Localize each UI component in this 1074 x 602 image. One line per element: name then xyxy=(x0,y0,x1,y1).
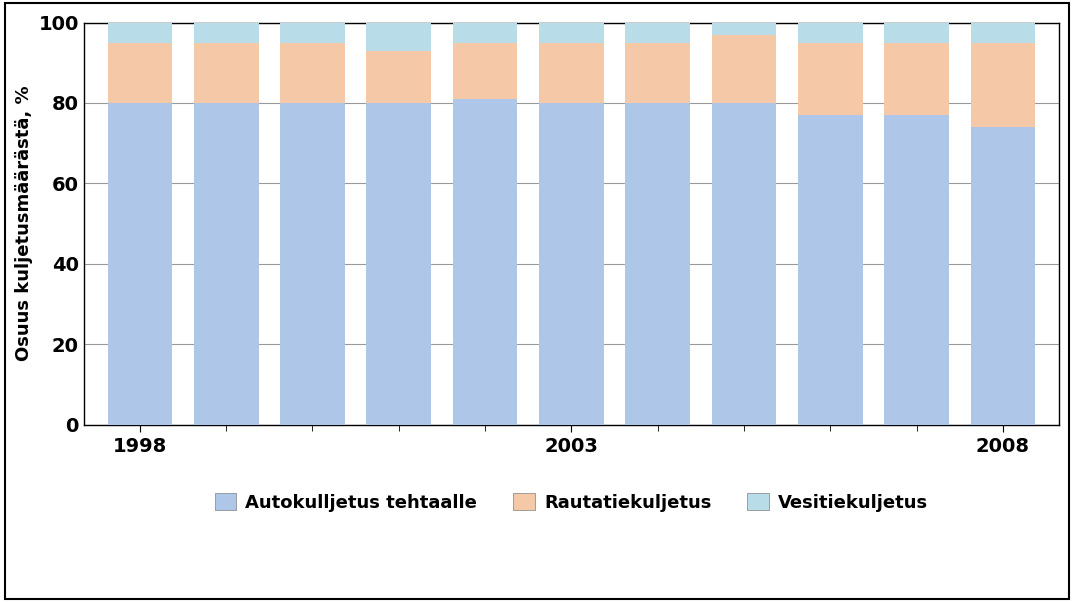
Bar xyxy=(453,22,518,43)
Bar xyxy=(712,103,777,425)
Bar xyxy=(107,22,172,43)
Bar xyxy=(366,22,431,51)
Bar xyxy=(280,103,345,425)
Bar xyxy=(798,43,862,115)
Bar xyxy=(193,103,259,425)
Bar xyxy=(280,43,345,103)
Bar xyxy=(625,43,691,103)
Bar xyxy=(971,22,1035,43)
Bar xyxy=(798,115,862,425)
Bar xyxy=(453,99,518,425)
Bar xyxy=(712,34,777,103)
Bar xyxy=(539,43,604,103)
Bar xyxy=(539,103,604,425)
Bar xyxy=(798,22,862,43)
Bar xyxy=(366,103,431,425)
Bar xyxy=(884,22,949,43)
Bar xyxy=(884,43,949,115)
Bar xyxy=(107,43,172,103)
Bar xyxy=(107,103,172,425)
Bar xyxy=(625,103,691,425)
Bar xyxy=(453,43,518,99)
Bar xyxy=(280,22,345,43)
Bar xyxy=(625,22,691,43)
Bar xyxy=(971,127,1035,425)
Bar xyxy=(712,22,777,34)
Bar xyxy=(971,43,1035,127)
Bar xyxy=(193,43,259,103)
Legend: Autokulljetus tehtaalle, Rautatiekuljetus, Vesitiekuljetus: Autokulljetus tehtaalle, Rautatiekuljetu… xyxy=(207,486,935,519)
Bar xyxy=(193,22,259,43)
Bar xyxy=(366,51,431,103)
Y-axis label: Osuus kuljetusmäärästä, %: Osuus kuljetusmäärästä, % xyxy=(15,86,33,361)
Bar xyxy=(539,22,604,43)
Bar xyxy=(884,115,949,425)
